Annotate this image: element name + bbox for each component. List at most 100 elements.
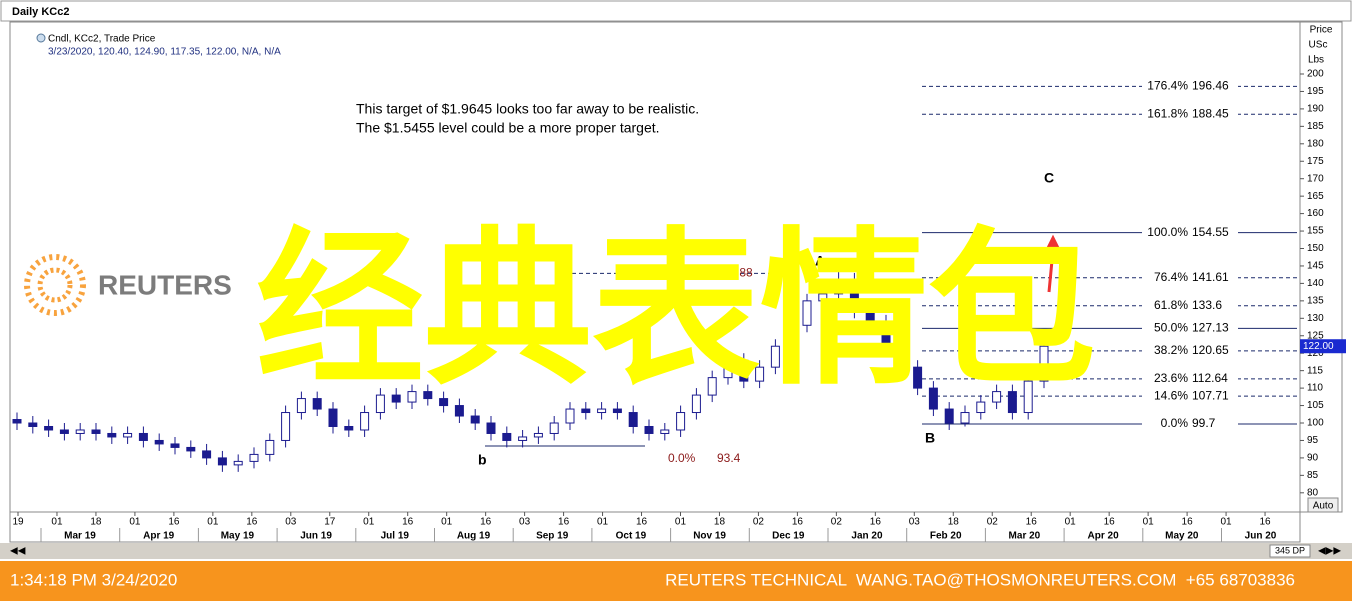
title-bar bbox=[0, 0, 1352, 22]
x-day-label: 01 bbox=[207, 517, 219, 528]
candle-body bbox=[897, 345, 907, 368]
candle-body bbox=[296, 398, 306, 414]
x-day-label: 01 bbox=[675, 517, 687, 528]
auto-button[interactable] bbox=[1307, 497, 1339, 513]
x-day-label: 16 bbox=[168, 517, 180, 528]
scrollbar[interactable] bbox=[0, 543, 1352, 559]
scroll-info: 345 DP bbox=[1275, 545, 1305, 555]
candle-body bbox=[186, 446, 196, 452]
fib-value: 112.64 bbox=[1192, 371, 1228, 385]
x-day-label: 01 bbox=[597, 517, 609, 528]
candle-body bbox=[265, 439, 275, 455]
x-month-label: Jan 20 bbox=[851, 531, 883, 542]
fib-label-bg bbox=[1142, 418, 1238, 431]
y-tick-label: 105 bbox=[1307, 400, 1324, 411]
wave-label: c bbox=[789, 253, 797, 269]
x-month-label: Aug 19 bbox=[457, 531, 491, 542]
y-tick-label: 110 bbox=[1307, 383, 1323, 394]
fib-label: 38.2% bbox=[1154, 343, 1188, 357]
candle-body bbox=[107, 432, 117, 438]
y-tick-label: 135 bbox=[1307, 295, 1324, 306]
x-day-label: 01 bbox=[51, 517, 63, 528]
candle-body bbox=[154, 439, 164, 445]
logo-mark bbox=[24, 254, 86, 316]
wave-label: B bbox=[925, 430, 935, 446]
candle-body bbox=[644, 425, 654, 434]
candle-body bbox=[628, 412, 638, 427]
candle-body bbox=[802, 300, 812, 326]
candle-body bbox=[138, 432, 148, 441]
fib-label-bg bbox=[1142, 344, 1238, 357]
x-month-label: Dec 19 bbox=[772, 531, 805, 542]
candle-body bbox=[1023, 380, 1033, 414]
reuters-logo: REUTERS bbox=[15, 240, 243, 325]
fib-value: 196.46 bbox=[1192, 79, 1229, 93]
fib-label: 14.6% bbox=[1154, 388, 1188, 402]
x-day-label: 01 bbox=[1065, 517, 1077, 528]
y-tick-label: 80 bbox=[1307, 487, 1319, 498]
x-day-label: 16 bbox=[480, 517, 492, 528]
candle-body bbox=[581, 408, 591, 414]
y-tick-label: 140 bbox=[1307, 278, 1324, 289]
candle-body bbox=[960, 412, 970, 424]
candle-body bbox=[28, 422, 38, 427]
x-day-label: 18 bbox=[948, 517, 960, 528]
logo-text: REUTERS bbox=[98, 269, 232, 300]
wave-label: C bbox=[1044, 170, 1054, 186]
axis-title: Price bbox=[1310, 25, 1333, 36]
x-day-label: 03 bbox=[285, 517, 297, 528]
candle-body bbox=[676, 412, 686, 431]
legend-text: Cndl, KCc2, Trade Price bbox=[48, 34, 156, 45]
legend-text: 3/23/2020, 120.40, 124.90, 117.35, 122.0… bbox=[48, 47, 281, 58]
x-month-label: Mar 20 bbox=[1009, 531, 1041, 542]
y-tick-label: 100 bbox=[1307, 418, 1324, 429]
y-tick-label: 130 bbox=[1307, 313, 1324, 324]
fib-value: 154.55 bbox=[1192, 225, 1229, 239]
candle-body bbox=[818, 293, 828, 302]
candle-body bbox=[123, 432, 133, 438]
scroll-arrow[interactable]: ◀◀ bbox=[10, 546, 26, 557]
target-arrow bbox=[1043, 234, 1063, 293]
fib-label: 6.4% bbox=[686, 266, 714, 280]
y-tick-label: 185 bbox=[1307, 121, 1324, 132]
y-tick-label: 165 bbox=[1307, 191, 1324, 202]
candle-body bbox=[881, 321, 891, 347]
x-month-label: Apr 19 bbox=[143, 531, 175, 542]
candle-body bbox=[992, 391, 1002, 403]
logo-bg bbox=[15, 240, 243, 325]
candle-body bbox=[549, 422, 559, 434]
x-day-label: 02 bbox=[987, 517, 999, 528]
marks: 80 85 90 95 100 105 110 115 120 125 130 135 140 145 15… bbox=[12, 69, 1346, 542]
candle-body bbox=[691, 394, 701, 414]
fib-label-bg bbox=[1142, 108, 1238, 121]
y-tick-label: 170 bbox=[1307, 173, 1324, 184]
candle-body bbox=[344, 425, 354, 431]
candle-body bbox=[786, 324, 796, 347]
fib-label: 0.0% bbox=[1161, 416, 1189, 430]
x-month-label: May 20 bbox=[1165, 531, 1199, 542]
x-day-label: 16 bbox=[636, 517, 648, 528]
x-day-label: 16 bbox=[1182, 517, 1194, 528]
candle-body bbox=[865, 310, 875, 323]
candle-body bbox=[928, 387, 938, 410]
fib-label-bg bbox=[1142, 271, 1238, 284]
x-day-label: 16 bbox=[870, 517, 882, 528]
fib-label: 100.0% bbox=[1147, 225, 1188, 239]
scroll-info-box bbox=[1269, 544, 1311, 558]
auto-button-label[interactable]: Auto bbox=[1313, 501, 1334, 512]
fib-label: 61.8% bbox=[1154, 298, 1188, 312]
wave-label: A bbox=[815, 253, 825, 269]
last-price-tag bbox=[1300, 339, 1346, 354]
x-day-label: 16 bbox=[1104, 517, 1116, 528]
y-tick-label: 85 bbox=[1307, 470, 1319, 481]
candle-body bbox=[707, 377, 717, 396]
candle-body bbox=[723, 359, 733, 379]
candle-body bbox=[770, 345, 780, 368]
scroll-arrow[interactable]: ◀▶▶ bbox=[1318, 546, 1341, 557]
candle-body bbox=[328, 408, 338, 427]
footer-credit: REUTERS TECHNICAL WANG.TAO@THOSMONREUTER… bbox=[665, 570, 1295, 589]
candle-body bbox=[439, 398, 449, 407]
fib-value: 127.13 bbox=[1192, 320, 1229, 334]
fib-label-bg bbox=[1142, 299, 1238, 312]
x-month-label: Oct 19 bbox=[616, 531, 647, 542]
